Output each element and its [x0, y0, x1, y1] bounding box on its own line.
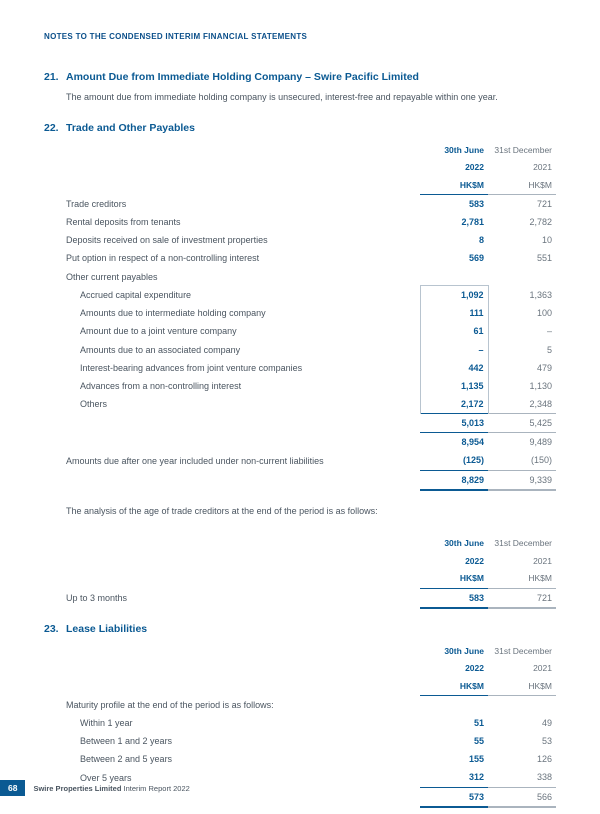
cell: 51: [420, 714, 488, 732]
cell: 1,363: [488, 286, 556, 305]
cell: 100: [488, 304, 556, 322]
col-header: HK$M: [488, 678, 556, 696]
section-23-title: 23. Lease Liabilities: [44, 623, 556, 635]
cell: (125): [420, 451, 488, 470]
row-label: Amounts due after one year included unde…: [44, 451, 420, 470]
cell: 312: [420, 768, 488, 787]
age-analysis-text: The analysis of the age of trade credito…: [66, 505, 556, 518]
col-header: 30th June: [420, 142, 488, 159]
cell: 583: [420, 195, 488, 214]
page-footer: 68 Swire Properties Limited Interim Repo…: [0, 780, 190, 796]
row-label: Within 1 year: [44, 714, 420, 732]
col-header: 2021: [488, 159, 556, 176]
subtotal: 9,489: [488, 433, 556, 452]
col-header: 30th June: [420, 535, 488, 552]
cell: 155: [420, 750, 488, 768]
col-header: 2022: [420, 660, 488, 677]
cell: 1,135: [420, 377, 488, 395]
row-label: Up to 3 months: [44, 588, 420, 608]
col-header: 2021: [488, 553, 556, 570]
subtotal: 8,954: [420, 433, 488, 452]
cell: 2,348: [488, 395, 556, 414]
cell: 551: [488, 249, 556, 267]
cell: 442: [420, 359, 488, 377]
footer-text: Swire Properties Limited Interim Report …: [33, 784, 189, 793]
cell: 721: [488, 588, 556, 608]
section-heading: Amount Due from Immediate Holding Compan…: [66, 71, 419, 83]
total: 8,829: [420, 470, 488, 490]
cell: –: [420, 341, 488, 359]
row-label: Rental deposits from tenants: [44, 213, 420, 231]
col-header: 2022: [420, 553, 488, 570]
cell: (150): [488, 451, 556, 470]
section-number: 23.: [44, 623, 66, 635]
cell: 111: [420, 304, 488, 322]
cell: 2,172: [420, 395, 488, 414]
col-header: HK$M: [420, 177, 488, 195]
cell: 1,092: [420, 286, 488, 305]
col-header: 30th June: [420, 643, 488, 660]
row-label: Others: [44, 395, 420, 414]
col-header: HK$M: [420, 678, 488, 696]
col-header: 31st December: [488, 535, 556, 552]
section-21-title: 21. Amount Due from Immediate Holding Co…: [44, 71, 556, 83]
col-header: 31st December: [488, 643, 556, 660]
cell: 49: [488, 714, 556, 732]
subtotal: 5,013: [420, 414, 488, 433]
section-22-title: 22. Trade and Other Payables: [44, 122, 556, 134]
total: 573: [420, 787, 488, 807]
cell: 338: [488, 768, 556, 787]
row-label: Put option in respect of a non-controlli…: [44, 249, 420, 267]
cell: 2,781: [420, 213, 488, 231]
cell: 61: [420, 322, 488, 340]
trade-payables-table: 30th June31st December 20222021 HK$MHK$M…: [44, 142, 556, 491]
row-label: Amount due to a joint venture company: [44, 322, 420, 340]
row-label: Trade creditors: [44, 195, 420, 214]
section-heading: Trade and Other Payables: [66, 122, 195, 134]
cell: 8: [420, 231, 488, 249]
cell: 53: [488, 732, 556, 750]
page-number: 68: [0, 780, 25, 796]
page-header: NOTES TO THE CONDENSED INTERIM FINANCIAL…: [44, 32, 556, 41]
row-label: Interest-bearing advances from joint ven…: [44, 359, 420, 377]
cell: 721: [488, 195, 556, 214]
col-header: HK$M: [488, 177, 556, 195]
row-label: Accrued capital expenditure: [44, 286, 420, 305]
row-label: Between 1 and 2 years: [44, 732, 420, 750]
cell: 5: [488, 341, 556, 359]
cell: 55: [420, 732, 488, 750]
col-header: 2021: [488, 660, 556, 677]
cell: 479: [488, 359, 556, 377]
row-label: Maturity profile at the end of the perio…: [44, 696, 420, 714]
row-label: Advances from a non-controlling interest: [44, 377, 420, 395]
section-heading: Lease Liabilities: [66, 623, 147, 635]
total: 566: [488, 787, 556, 807]
col-header: HK$M: [488, 570, 556, 588]
section-number: 21.: [44, 71, 66, 83]
row-label: Amounts due to an associated company: [44, 341, 420, 359]
row-label: Deposits received on sale of investment …: [44, 231, 420, 249]
col-header: 31st December: [488, 142, 556, 159]
cell: 10: [488, 231, 556, 249]
cell: 569: [420, 249, 488, 267]
col-header: HK$M: [420, 570, 488, 588]
row-label: Other current payables: [44, 268, 420, 286]
section-number: 22.: [44, 122, 66, 134]
cell: 1,130: [488, 377, 556, 395]
trade-creditors-age-table: 30th June31st December 20222021 HK$MHK$M…: [44, 535, 556, 609]
row-label: Amounts due to intermediate holding comp…: [44, 304, 420, 322]
section-21-body: The amount due from immediate holding co…: [66, 91, 556, 104]
row-label: Between 2 and 5 years: [44, 750, 420, 768]
cell: 583: [420, 588, 488, 608]
total: 9,339: [488, 470, 556, 490]
col-header: 2022: [420, 159, 488, 176]
cell: –: [488, 322, 556, 340]
cell: 2,782: [488, 213, 556, 231]
subtotal: 5,425: [488, 414, 556, 433]
cell: 126: [488, 750, 556, 768]
